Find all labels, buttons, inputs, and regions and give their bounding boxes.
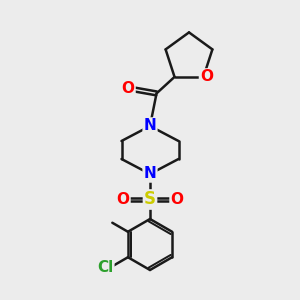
Text: S: S [144, 190, 156, 208]
Text: O: O [170, 192, 184, 207]
Text: O: O [122, 81, 134, 96]
Text: N: N [144, 167, 156, 182]
Text: O: O [200, 69, 213, 84]
Text: Cl: Cl [97, 260, 113, 275]
Text: N: N [144, 118, 156, 134]
Text: O: O [116, 192, 130, 207]
